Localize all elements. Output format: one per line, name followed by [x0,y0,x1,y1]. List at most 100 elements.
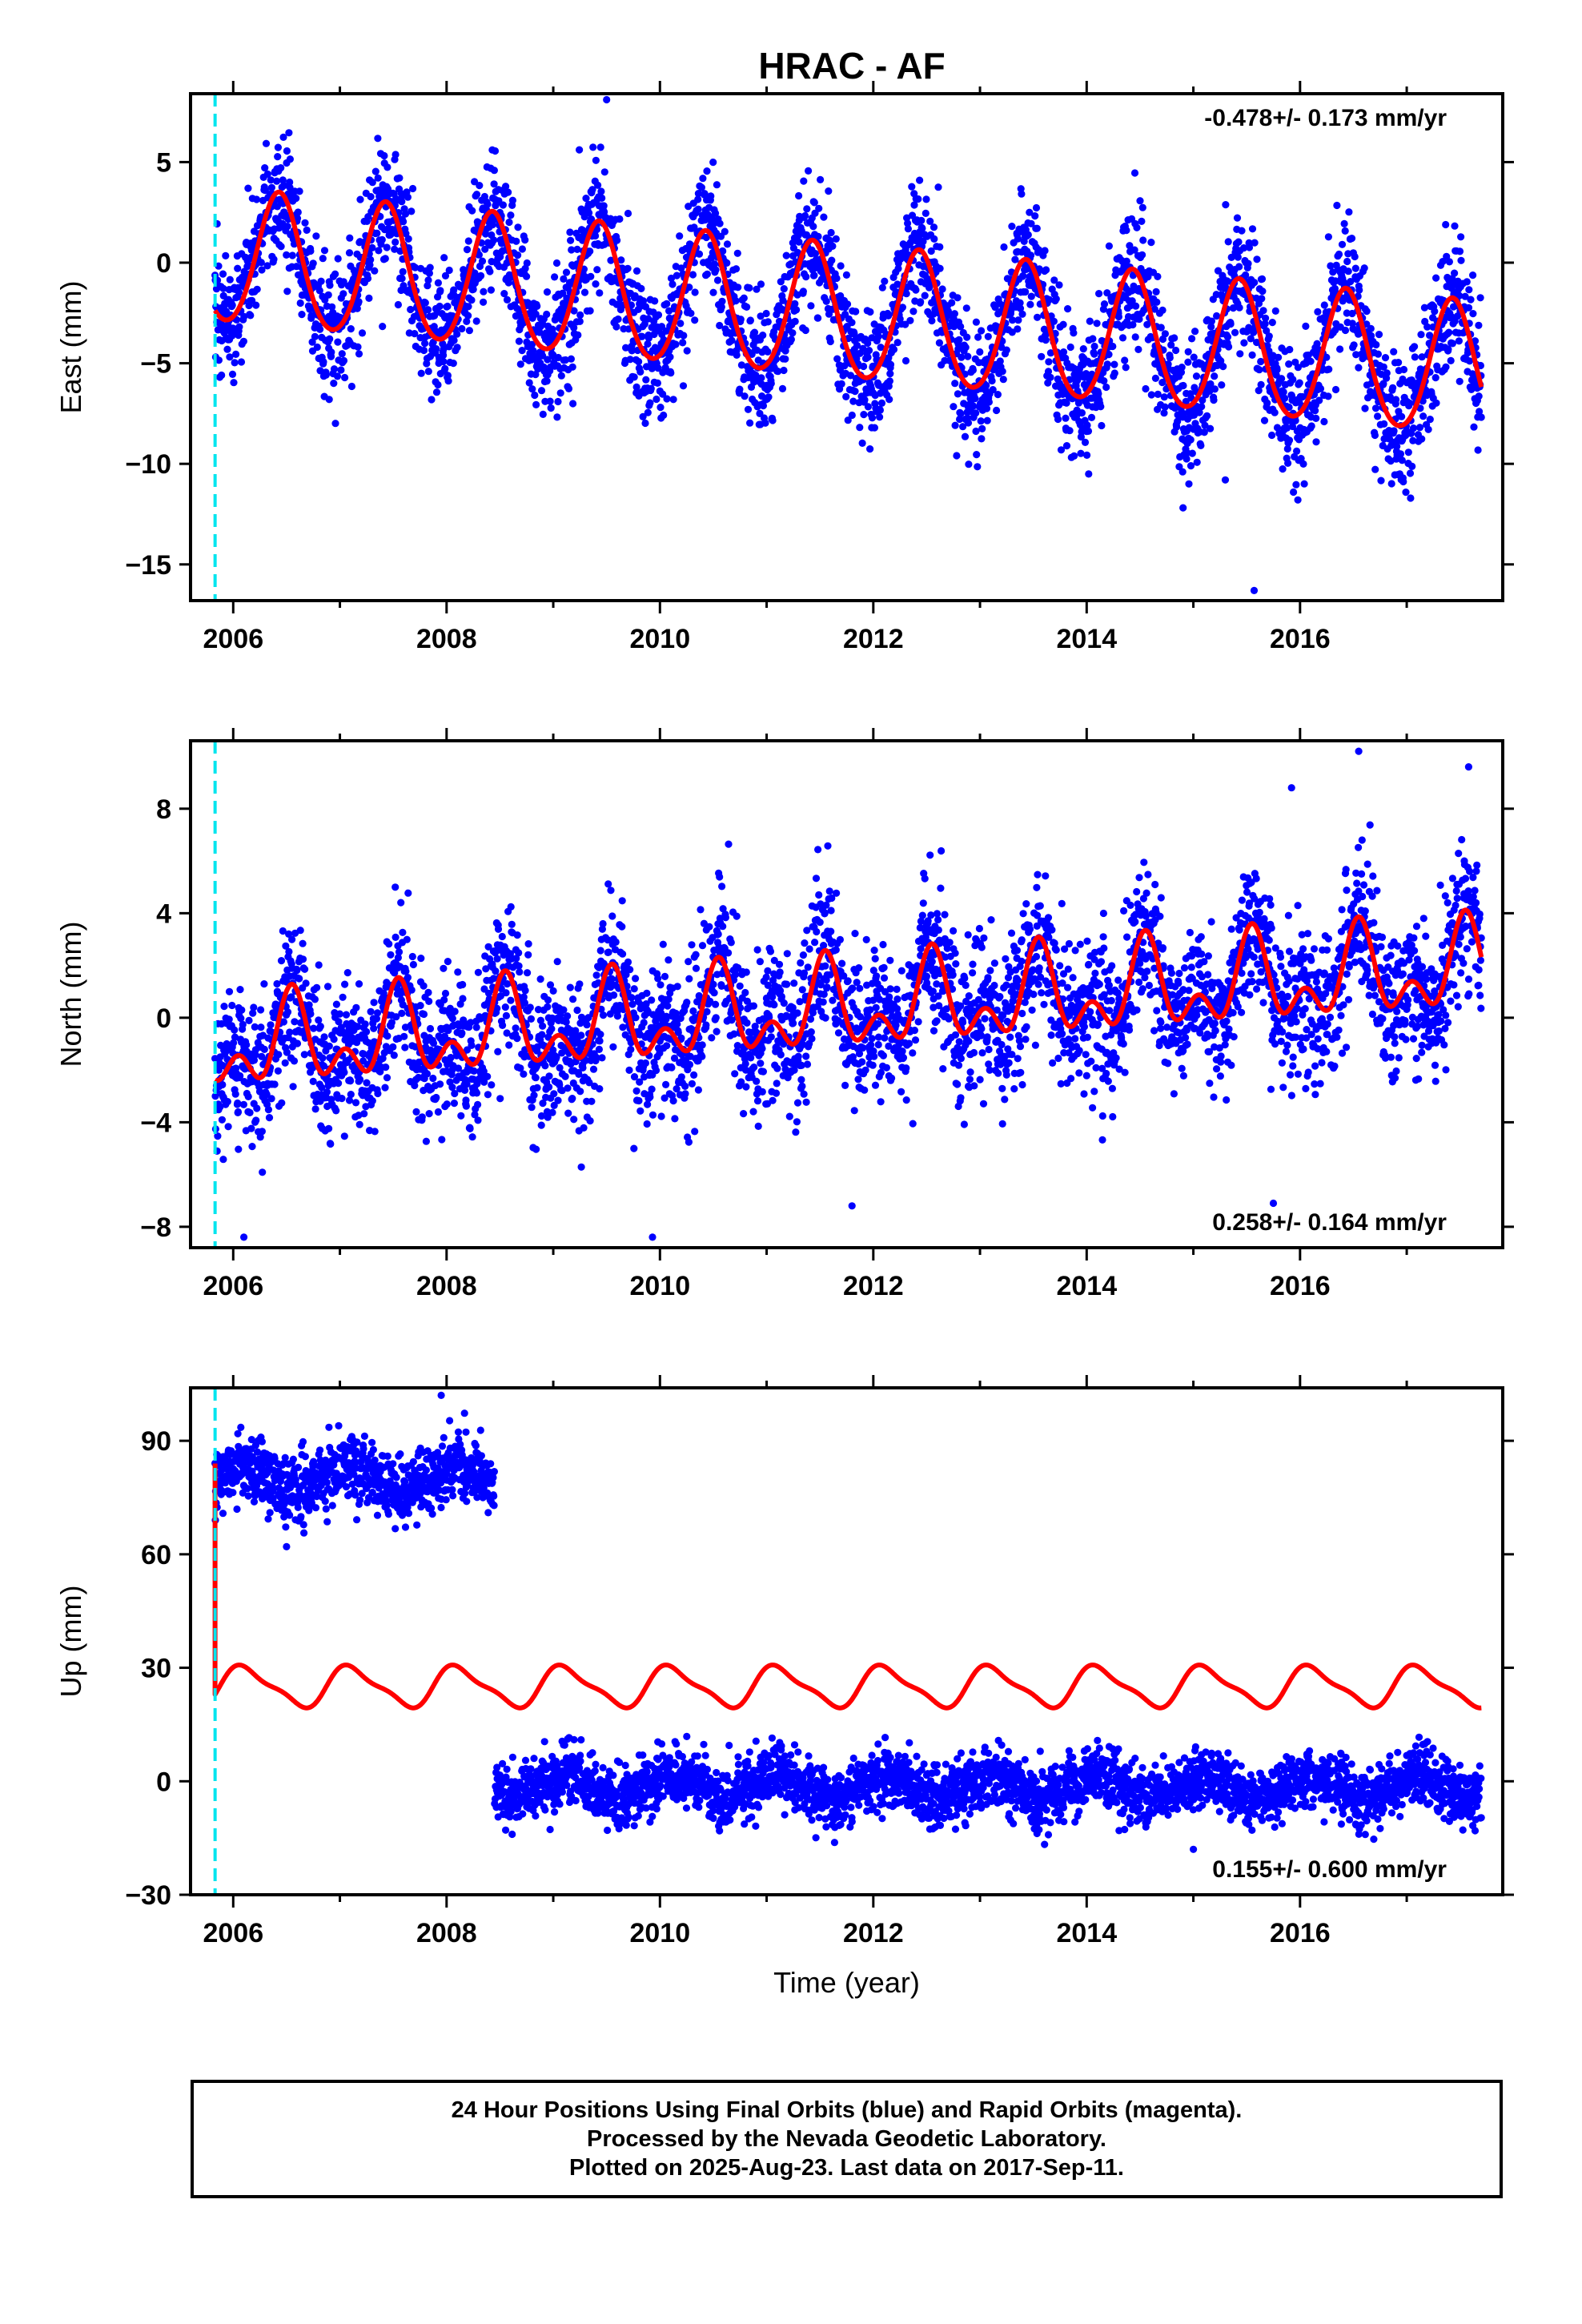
data-point [1016,304,1025,312]
data-point [877,399,886,407]
data-point [833,355,841,363]
data-point [231,359,239,367]
data-point [448,1084,456,1092]
data-point [426,1024,435,1033]
data-point [323,983,332,991]
data-point [1442,220,1450,229]
data-point [712,266,720,274]
data-point [472,1023,480,1031]
data-point [844,416,852,424]
data-point [1191,328,1199,336]
data-point [641,419,649,428]
data-point [721,227,729,235]
data-point [846,372,855,380]
data-point [1000,243,1008,251]
data-point [1139,236,1147,244]
data-point [934,183,942,191]
data-point [1207,323,1215,331]
data-point [1222,201,1230,209]
data-point [570,324,578,332]
data-point [1399,477,1407,486]
data-point [732,297,740,305]
data-point [709,288,717,296]
data-point [965,460,973,468]
data-point [507,903,515,911]
data-point [587,272,595,280]
data-point [1066,343,1074,352]
data-point [1285,403,1293,412]
y-tick-label: 0 [156,248,171,279]
data-point [548,1108,556,1116]
data-point [334,255,342,263]
data-point [852,308,860,316]
data-point [962,344,970,352]
data-point [624,264,632,272]
data-point [842,392,850,400]
data-point [728,336,736,344]
data-point [843,300,852,308]
data-point [532,371,540,379]
data-point [330,1035,338,1043]
data-point [1130,246,1138,254]
data-point [1320,301,1328,309]
data-point [1343,257,1351,266]
data-point [1247,335,1255,343]
data-point [559,289,567,297]
data-point [1299,460,1307,468]
data-point [275,1051,283,1059]
data-point [1131,333,1139,341]
data-point [1372,340,1380,349]
data-point [1085,470,1093,478]
data-point [283,287,291,296]
data-point [1320,417,1328,426]
data-point [912,286,920,294]
data-point [429,338,437,346]
data-point [327,1140,335,1148]
data-point [644,340,652,348]
data-point [395,948,404,956]
data-point [1288,422,1297,431]
data-point [1411,353,1419,361]
data-point [417,955,425,963]
y-tick-label: −15 [125,550,171,581]
data-point [320,1033,328,1041]
data-point [894,264,902,272]
data-point [524,951,532,959]
data-point [1199,396,1207,404]
data-point [750,328,759,336]
data-point [918,224,926,232]
data-point [491,147,500,155]
data-point [1387,457,1395,465]
data-point [451,1007,459,1015]
data-point [477,271,485,279]
data-point [973,451,981,459]
data-point [1348,309,1356,318]
data-point [764,348,772,356]
data-point [1027,219,1035,227]
data-point [1233,214,1242,222]
data-point [521,987,529,995]
data-point [1451,269,1459,277]
data-point [901,320,909,328]
data-point [1263,399,1271,407]
data-point [411,330,419,338]
x-tick-label: 2016 [1270,624,1331,654]
data-point [338,350,346,358]
data-point [866,308,874,316]
data-point [950,310,958,318]
data-point [1361,404,1369,412]
data-point [544,996,552,1004]
data-point [450,1100,459,1108]
data-point [1154,272,1162,280]
data-point [914,195,922,203]
data-point [646,399,654,407]
data-point [1227,320,1235,328]
data-point [616,215,624,223]
data-point [1052,295,1060,303]
data-point [564,1084,572,1092]
data-point [982,381,990,389]
data-point [628,347,636,355]
data-point [1265,332,1273,340]
data-point [463,317,471,325]
data-point [534,365,542,373]
